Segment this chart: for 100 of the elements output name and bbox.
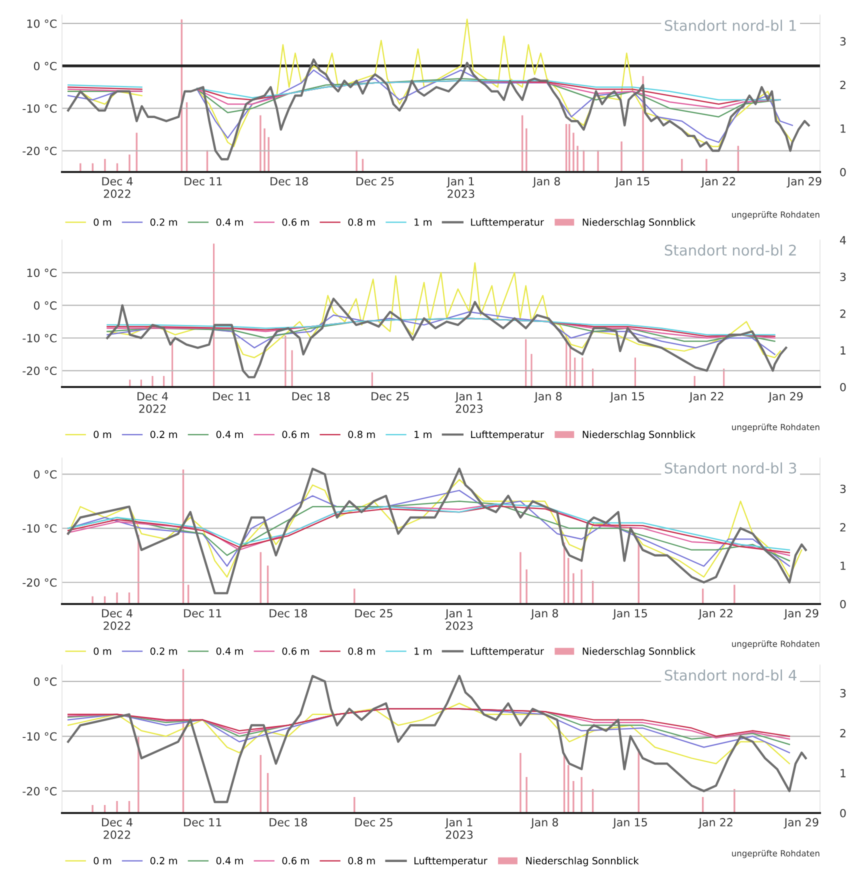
y-tick-label: -10 °C <box>22 104 57 113</box>
legend-label: 0.2 m <box>150 218 177 226</box>
x-tick-label: Dec 18 <box>270 609 307 618</box>
x-tick-label: Jan 8 <box>530 818 558 829</box>
y2-tick-label: 3 <box>840 688 846 698</box>
x-tick-label: Jan 15 <box>612 609 647 620</box>
legend-label: Niederschlag Sonnblick <box>582 647 696 657</box>
y2-tick-label: 3 <box>840 484 846 494</box>
x-tick-label: Jan 29 <box>768 392 803 403</box>
x-tick-label: Dec 18 <box>292 392 330 400</box>
x-tick-label: Jan 29 <box>784 818 818 829</box>
legend-label: 0.2 m <box>150 647 177 655</box>
x-tick-label: Jan 1 2023 <box>444 818 473 839</box>
legend-label: Niederschlag Sonnblick <box>582 218 696 228</box>
y2-tick-label: 0 <box>840 808 846 818</box>
chart-title: Standort nord-bl 3 <box>664 462 796 474</box>
y-tick-label: -20 °C <box>22 578 57 587</box>
x-tick-label: Dec 4 2022 <box>138 392 168 413</box>
y2-tick-label: 2 <box>840 728 846 738</box>
line-series <box>67 702 790 764</box>
y-tick-label: -10 °C <box>22 732 57 741</box>
x-tick-label: Dec 25 <box>355 609 392 618</box>
text: ungeprüfte Rohdaten <box>732 640 820 649</box>
y-tick-label: 0 °C <box>34 677 57 686</box>
legend-label: 1 m <box>414 430 432 438</box>
legend-label: 0 m <box>94 857 112 864</box>
x-tick-label: Jan 22 <box>698 818 732 829</box>
y2-tick-label: 0 <box>840 168 846 176</box>
y2-tick-label: 1 <box>840 562 846 570</box>
x-tick-label: Jan 8 <box>534 392 562 403</box>
legend-label: 0.4 m <box>216 218 243 226</box>
chart-title: Standort nord-bl 2 <box>664 244 796 256</box>
x-tick-label: Jan 15 <box>612 818 647 829</box>
legend-label: 0.2 m <box>150 857 177 864</box>
x-tick-label: Jan 29 <box>784 609 818 620</box>
y-tick-label: 10 °C <box>27 19 57 28</box>
legend-label: 0 m <box>94 430 112 438</box>
x-tick-label: Jan 22 <box>688 392 724 403</box>
x-tick-label: Dec 11 <box>184 818 222 826</box>
legend-label: 0.6 m <box>282 218 309 226</box>
y-tick-label: -20 °C <box>22 366 57 376</box>
x-tick-label: Jan 1 2023 <box>444 609 473 630</box>
y-tick-label: -10 °C <box>22 334 57 342</box>
y2-tick-label: 1 <box>840 769 846 778</box>
legend-label: Lufttemperatur <box>471 430 544 440</box>
line-series <box>106 262 782 358</box>
x-tick-label: Jan 1 2023 <box>446 177 474 198</box>
x-tick-label: Dec 25 <box>355 818 392 826</box>
y-tick-label: -10 °C <box>22 524 57 533</box>
text: ungeprüfte Rohdaten <box>732 424 820 432</box>
x-tick-label: Jan 22 <box>700 177 736 188</box>
line-series <box>106 298 788 378</box>
y2-tick-label: 0 <box>840 600 846 608</box>
y2-tick-label: 3 <box>840 272 846 282</box>
legend-label: 0.8 m <box>348 218 375 226</box>
x-tick-label: Dec 4 2022 <box>102 818 132 839</box>
legend-label: 1 m <box>414 218 432 226</box>
legend-label: 0.6 m <box>282 857 309 864</box>
legend-label: 0.8 m <box>348 647 375 655</box>
x-tick-label: Dec 11 <box>213 392 250 400</box>
x-tick-label: Jan 1 2023 <box>454 392 483 413</box>
x-tick-label: Jan 22 <box>698 609 732 620</box>
y-tick-label: 10 °C <box>27 268 57 278</box>
legend-label: Niederschlag Sonnblick <box>582 430 696 440</box>
x-tick-label: Dec 25 <box>356 177 394 186</box>
x-tick-label: Dec 18 <box>270 177 308 186</box>
y-tick-label: 0 °C <box>34 470 57 479</box>
y2-tick-label: 2 <box>840 309 846 318</box>
y2-tick-label: 0 <box>840 382 846 392</box>
legend-label: Lufttemperatur <box>471 647 544 657</box>
x-tick-label: Dec 25 <box>372 392 409 400</box>
line-series <box>67 58 810 160</box>
x-tick-label: Jan 29 <box>786 177 822 188</box>
legend-label: Lufttemperatur <box>414 856 488 866</box>
legend-label: 0.2 m <box>150 430 177 438</box>
y-tick-label: 0 °C <box>34 62 57 70</box>
y-tick-label: -20 °C <box>22 146 57 156</box>
legend-label: 0 m <box>94 218 112 226</box>
x-tick-label: Jan 8 <box>530 609 558 620</box>
legend-label: 0.6 m <box>282 647 309 655</box>
legend-label: 0.8 m <box>348 857 375 864</box>
y2-tick-label: 3 <box>840 37 846 46</box>
line-series <box>67 479 802 578</box>
legend-label: Niederschlag Sonnblick <box>526 856 639 866</box>
legend-label: 0.4 m <box>216 430 243 438</box>
line-series <box>67 490 790 567</box>
text: ungeprüfte Rohdaten <box>732 211 820 220</box>
x-tick-label: Dec 11 <box>184 177 222 186</box>
x-tick-label: Jan 8 <box>532 177 560 188</box>
legend-label: Lufttemperatur <box>471 218 544 228</box>
text: ungeprüfte Rohdaten <box>732 850 820 858</box>
legend-label: 0.6 m <box>282 430 309 438</box>
legend-label: 0.4 m <box>216 647 243 655</box>
y2-tick-label: 1 <box>840 124 846 133</box>
x-tick-label: Jan 15 <box>610 392 644 403</box>
legend-label: 1 m <box>414 648 432 655</box>
y2-tick-label: 4 <box>840 236 846 244</box>
legend-label: 0.4 m <box>216 857 243 864</box>
y-tick-label: 0 °C <box>34 301 57 310</box>
legend-label: 0 m <box>94 647 112 655</box>
